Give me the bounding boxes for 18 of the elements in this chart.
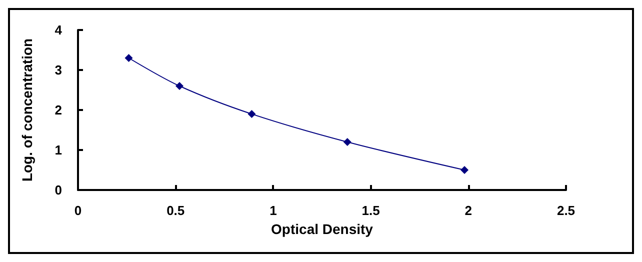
point — [124, 54, 133, 62]
y-tick-label: 3 — [54, 62, 62, 78]
y-tick-label: 4 — [54, 22, 63, 38]
point — [343, 138, 352, 146]
x-tick-label: 0 — [74, 203, 82, 218]
point — [248, 110, 256, 118]
x-tick-label: 2 — [464, 203, 472, 218]
x-axis-title: Optical Density — [271, 220, 374, 237]
x-tick-label: 2.5 — [556, 203, 576, 218]
y-tick-label: 2 — [54, 102, 62, 118]
x-tick-label: 1.5 — [362, 203, 380, 218]
y-axis-title: Log. of concentration — [19, 38, 35, 182]
y-tick-label: 1 — [54, 142, 62, 158]
point — [460, 166, 468, 174]
x-tick-label: 1 — [270, 203, 277, 218]
point — [176, 82, 184, 90]
y-tick-label: 0 — [54, 182, 62, 198]
x-tick-label: 0.5 — [166, 203, 185, 218]
